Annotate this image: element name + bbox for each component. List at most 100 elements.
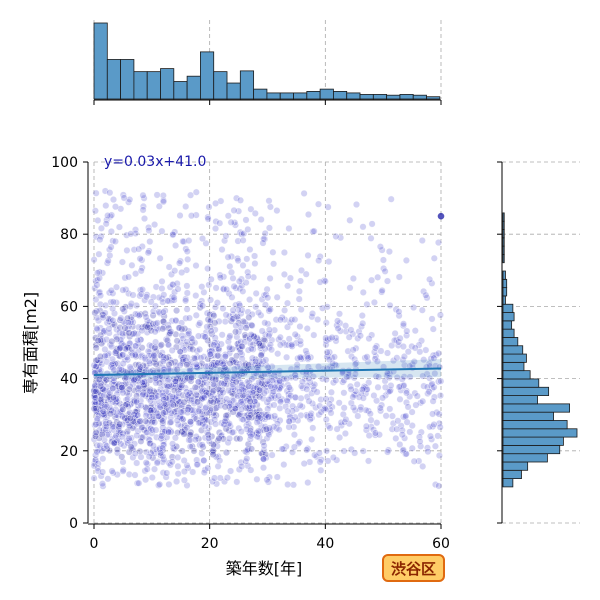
scatter-point <box>406 428 414 436</box>
top-hist-bar <box>412 94 427 100</box>
scatter-point <box>285 417 293 425</box>
scatter-point <box>152 347 160 355</box>
top-hist-bar <box>146 71 161 100</box>
scatter-point <box>255 309 263 317</box>
scatter-point <box>273 293 281 301</box>
scatter-point <box>295 439 303 447</box>
scatter-point <box>202 388 210 396</box>
scatter-point <box>437 392 445 400</box>
scatter-point <box>169 375 177 383</box>
scatter-point <box>186 431 194 439</box>
scatter-point <box>309 310 317 318</box>
scatter-point <box>270 392 278 400</box>
scatter-point <box>221 352 229 360</box>
scatter-point <box>138 424 146 432</box>
scatter-point <box>384 448 392 456</box>
scatter-point <box>322 416 330 424</box>
scatter-point <box>197 354 205 362</box>
scatter-point <box>216 219 224 227</box>
scatter-point <box>211 225 219 233</box>
scatter-point <box>232 194 240 202</box>
scatter-point <box>203 409 211 417</box>
scatter-point <box>336 310 344 318</box>
scatter-point <box>255 340 263 348</box>
scatter-point <box>293 361 301 369</box>
scatter-point <box>158 432 166 440</box>
scatter-point <box>301 375 309 383</box>
scatter-point <box>283 353 291 361</box>
scatter-point <box>260 464 268 472</box>
scatter-point <box>265 396 273 404</box>
scatter-point <box>291 394 299 402</box>
scatter-point <box>332 334 340 342</box>
scatter-point <box>122 401 130 409</box>
scatter-point <box>207 397 215 405</box>
scatter-point <box>130 376 138 384</box>
scatter-point <box>219 389 227 397</box>
scatter-point <box>365 432 373 440</box>
scatter-point <box>431 370 439 378</box>
scatter-point <box>237 275 245 283</box>
scatter-point <box>145 226 153 234</box>
scatter-point <box>307 410 315 418</box>
scatter-point <box>93 448 101 456</box>
scatter-point <box>430 354 438 362</box>
scatter-point <box>192 292 200 300</box>
scatter-point <box>237 310 245 318</box>
scatter-point <box>137 336 145 344</box>
scatter-point <box>210 312 218 320</box>
scatter-point <box>278 314 286 322</box>
scatter-point <box>119 389 127 397</box>
scatter-point <box>359 223 367 231</box>
top-hist-bar <box>426 96 441 100</box>
scatter-point <box>359 447 367 455</box>
scatter-point <box>198 441 206 449</box>
scatter-point <box>119 458 127 466</box>
scatter-point <box>317 466 325 474</box>
scatter-point <box>137 453 145 461</box>
scatter-point <box>309 424 317 432</box>
scatter-point <box>104 475 112 483</box>
scatter-point <box>283 375 291 383</box>
scatter-point <box>135 245 143 253</box>
scatter-point <box>391 336 399 344</box>
scatter-point <box>277 398 285 406</box>
scatter-point <box>155 202 163 210</box>
scatter-point <box>408 444 416 452</box>
scatter-point <box>128 444 136 452</box>
scatter-point <box>245 382 253 390</box>
ward-badge: 渋谷区 <box>382 554 445 582</box>
scatter-point <box>200 394 208 402</box>
top-hist-bar <box>239 70 255 100</box>
scatter-point <box>427 432 435 440</box>
scatter-point <box>117 205 125 213</box>
scatter-point <box>188 442 196 450</box>
scatter-point <box>285 335 293 343</box>
scatter-point <box>262 425 270 433</box>
scatter-point <box>157 341 165 349</box>
scatter-point <box>347 382 355 390</box>
scatter-point <box>387 382 395 390</box>
scatter-point <box>347 326 355 334</box>
scatter-point <box>416 438 424 446</box>
scatter-point <box>329 454 337 462</box>
scatter-point <box>326 424 334 432</box>
scatter-point <box>112 349 120 357</box>
scatter-point <box>257 215 265 223</box>
scatter-point <box>99 311 107 319</box>
scatter-point <box>229 274 237 282</box>
scatter-point <box>368 276 376 284</box>
scatter-point <box>92 387 100 395</box>
scatter-point <box>395 338 403 346</box>
scatter-point <box>121 414 129 422</box>
scatter-point <box>124 325 132 333</box>
scatter-point <box>143 323 151 331</box>
scatter-point <box>118 383 126 391</box>
scatter-point <box>212 420 220 428</box>
scatter-point <box>163 469 171 477</box>
scatter-point <box>151 344 159 352</box>
scatter-point <box>418 337 426 345</box>
scatter-point <box>216 274 224 282</box>
scatter-point <box>411 344 419 352</box>
scatter-point <box>378 246 386 254</box>
